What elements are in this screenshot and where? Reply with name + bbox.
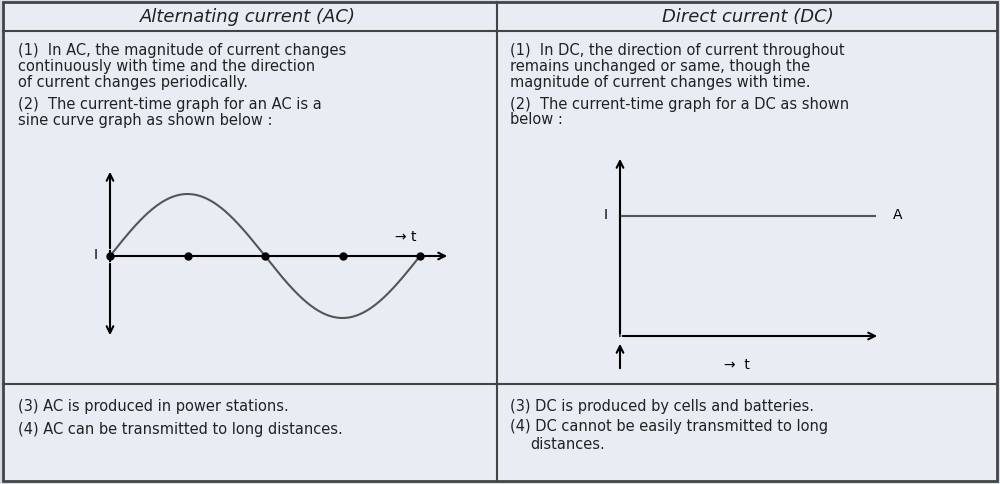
Text: sine curve graph as shown below :: sine curve graph as shown below : bbox=[18, 112, 272, 127]
Text: (3) DC is produced by cells and batteries.: (3) DC is produced by cells and batterie… bbox=[510, 399, 814, 414]
Text: of current changes periodically.: of current changes periodically. bbox=[18, 75, 248, 90]
Text: (2)  The current-time graph for an AC is a: (2) The current-time graph for an AC is … bbox=[18, 96, 322, 111]
Text: (4) DC cannot be easily transmitted to long: (4) DC cannot be easily transmitted to l… bbox=[510, 419, 828, 434]
Text: Alternating current (AC): Alternating current (AC) bbox=[140, 8, 356, 26]
Text: (3) AC is produced in power stations.: (3) AC is produced in power stations. bbox=[18, 399, 289, 414]
Text: I: I bbox=[94, 247, 98, 261]
Text: remains unchanged or same, though the: remains unchanged or same, though the bbox=[510, 59, 810, 74]
Text: Direct current (DC): Direct current (DC) bbox=[662, 8, 834, 26]
Text: distances.: distances. bbox=[530, 437, 605, 452]
Text: (1)  In DC, the direction of current throughout: (1) In DC, the direction of current thro… bbox=[510, 43, 845, 58]
Text: magnitude of current changes with time.: magnitude of current changes with time. bbox=[510, 75, 810, 90]
Text: (1)  In AC, the magnitude of current changes: (1) In AC, the magnitude of current chan… bbox=[18, 43, 346, 58]
Text: →  t: → t bbox=[724, 357, 750, 371]
FancyBboxPatch shape bbox=[3, 3, 997, 481]
Text: continuously with time and the direction: continuously with time and the direction bbox=[18, 59, 315, 74]
Text: (2)  The current-time graph for a DC as shown: (2) The current-time graph for a DC as s… bbox=[510, 96, 849, 111]
Text: (4) AC can be transmitted to long distances.: (4) AC can be transmitted to long distan… bbox=[18, 422, 343, 437]
Text: → t: → t bbox=[395, 229, 416, 243]
Text: below :: below : bbox=[510, 112, 563, 127]
Text: I: I bbox=[604, 208, 608, 222]
Text: A: A bbox=[893, 208, 902, 222]
